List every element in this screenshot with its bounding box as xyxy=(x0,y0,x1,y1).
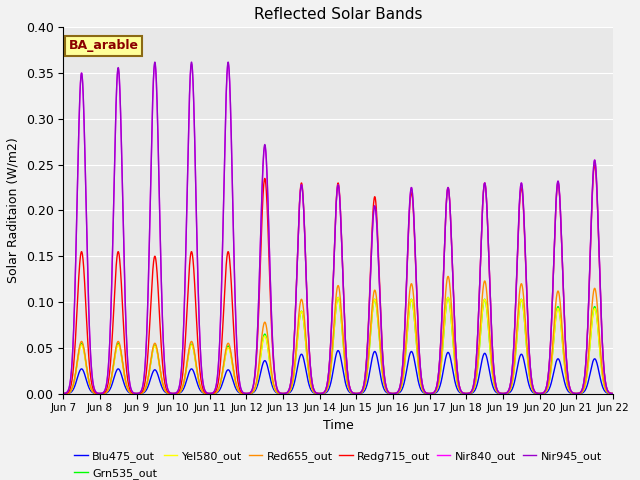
Legend: Blu475_out, Grn535_out, Yel580_out, Red655_out, Redg715_out, Nir840_out, Nir945_: Blu475_out, Grn535_out, Yel580_out, Red6… xyxy=(70,447,606,480)
Blu475_out xyxy=(122,385,130,391)
Line: Yel580_out: Yel580_out xyxy=(63,298,613,394)
Yel580_out xyxy=(155,357,163,363)
Yel580_out xyxy=(598,372,606,378)
Yel580_out xyxy=(270,384,278,390)
Red655_out xyxy=(122,380,130,385)
Nir840_out xyxy=(270,366,278,372)
Grn535_out xyxy=(270,384,278,390)
Line: Nir840_out: Nir840_out xyxy=(63,64,613,394)
Grn535_out xyxy=(609,391,617,396)
Yel580_out xyxy=(609,391,617,396)
Grn535_out xyxy=(294,332,301,337)
Nir840_out xyxy=(155,168,163,173)
Nir945_out xyxy=(598,340,606,346)
Blu475_out xyxy=(540,391,547,396)
Blu475_out xyxy=(270,387,278,393)
Y-axis label: Solar Raditaion (W/m2): Solar Raditaion (W/m2) xyxy=(7,138,20,283)
Yel580_out xyxy=(122,380,130,386)
Grn535_out xyxy=(122,380,130,385)
Redg715_out xyxy=(60,391,67,396)
X-axis label: Time: Time xyxy=(323,419,353,432)
Nir945_out xyxy=(540,390,547,396)
Redg715_out xyxy=(539,390,547,396)
Redg715_out xyxy=(609,391,617,396)
Blu475_out xyxy=(334,348,342,353)
Blu475_out xyxy=(609,391,617,396)
Nir945_out xyxy=(609,391,617,396)
Red655_out xyxy=(609,391,617,396)
Line: Grn535_out: Grn535_out xyxy=(63,298,613,394)
Nir840_out xyxy=(151,61,159,67)
Nir945_out xyxy=(294,236,302,242)
Nir945_out xyxy=(270,366,278,372)
Red655_out xyxy=(60,391,67,396)
Title: Reflected Solar Bands: Reflected Solar Bands xyxy=(254,7,422,22)
Grn535_out xyxy=(540,390,547,396)
Redg715_out xyxy=(591,162,598,168)
Redg715_out xyxy=(598,341,606,347)
Line: Nir945_out: Nir945_out xyxy=(63,62,613,394)
Blu475_out xyxy=(294,362,301,368)
Yel580_out xyxy=(444,295,452,300)
Nir945_out xyxy=(151,59,159,65)
Red655_out xyxy=(155,355,163,361)
Nir945_out xyxy=(155,166,163,172)
Text: BA_arable: BA_arable xyxy=(68,39,139,52)
Grn535_out xyxy=(155,357,163,362)
Red655_out xyxy=(444,274,452,279)
Red655_out xyxy=(294,323,301,329)
Redg715_out xyxy=(155,294,163,300)
Grn535_out xyxy=(598,372,606,378)
Blu475_out xyxy=(598,383,606,389)
Nir840_out xyxy=(60,391,67,396)
Blu475_out xyxy=(155,374,163,380)
Nir840_out xyxy=(122,321,130,327)
Nir945_out xyxy=(122,321,130,326)
Redg715_out xyxy=(122,360,130,366)
Grn535_out xyxy=(60,391,67,396)
Yel580_out xyxy=(540,390,547,396)
Redg715_out xyxy=(270,367,278,372)
Line: Redg715_out: Redg715_out xyxy=(63,165,613,394)
Yel580_out xyxy=(60,391,67,396)
Blu475_out xyxy=(60,391,67,396)
Nir840_out xyxy=(294,236,302,242)
Line: Red655_out: Red655_out xyxy=(63,276,613,394)
Line: Blu475_out: Blu475_out xyxy=(63,350,613,394)
Redg715_out xyxy=(294,240,301,245)
Nir840_out xyxy=(609,391,617,396)
Red655_out xyxy=(540,390,547,396)
Red655_out xyxy=(598,368,606,373)
Grn535_out xyxy=(444,295,452,300)
Nir840_out xyxy=(540,390,547,396)
Nir945_out xyxy=(60,391,67,396)
Nir840_out xyxy=(598,340,606,346)
Yel580_out xyxy=(294,332,301,337)
Red655_out xyxy=(270,383,278,389)
